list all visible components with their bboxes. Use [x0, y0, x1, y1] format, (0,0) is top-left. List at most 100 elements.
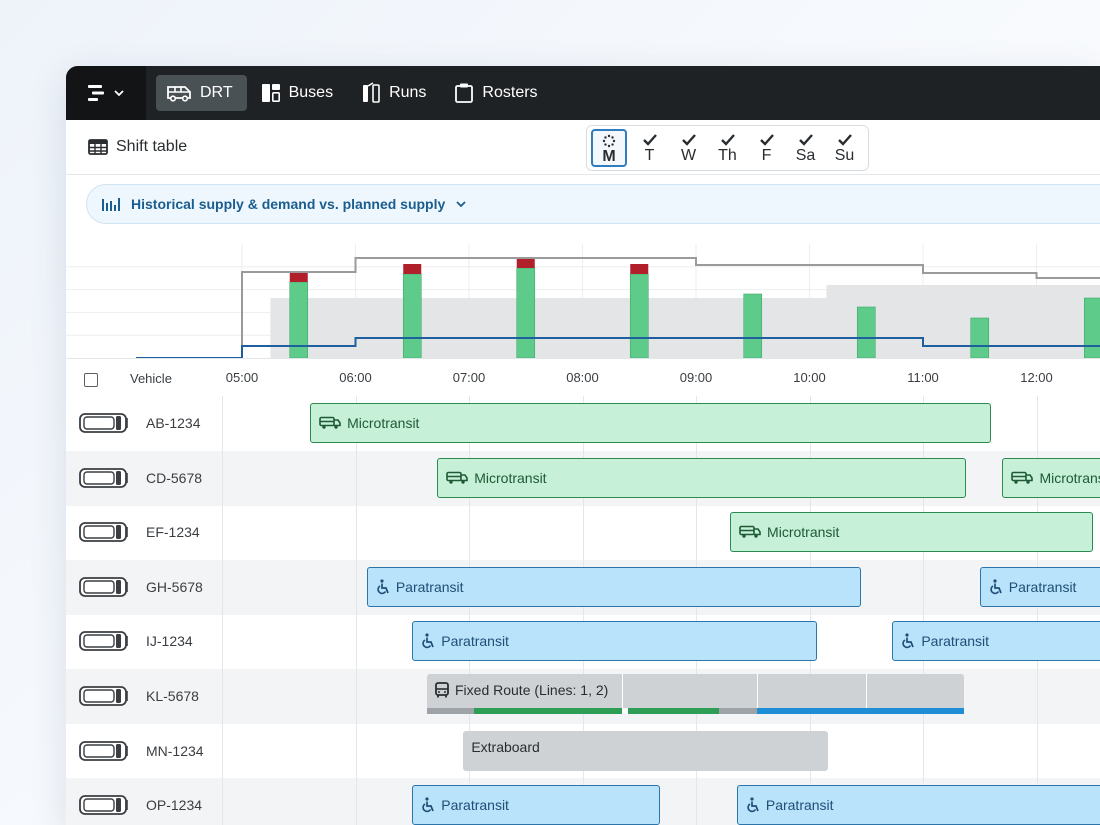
grid-line	[355, 450, 357, 506]
wheelchair-icon	[421, 633, 435, 649]
shift-label: Extraboard	[471, 738, 540, 755]
route-segment	[427, 708, 474, 714]
check-icon	[681, 133, 696, 146]
van-icon	[319, 416, 341, 430]
day-su[interactable]: Su	[825, 129, 864, 167]
grid-line	[355, 723, 357, 779]
vehicle-icon	[78, 794, 130, 821]
vehicle-plate: IJ-1234	[146, 633, 193, 650]
extraboard-shift[interactable]: Extraboard	[463, 730, 828, 771]
blocks-icon	[261, 84, 280, 102]
shift-label: Paratransit	[765, 797, 834, 814]
tab-runs-label: Runs	[389, 84, 427, 101]
bar-chart-icon	[102, 198, 120, 211]
time-tick: 12:00	[1020, 370, 1053, 385]
vehicle-plate: GH-5678	[146, 578, 203, 595]
van-icon	[739, 525, 761, 539]
paratransit-shift[interactable]: Paratransit	[979, 566, 1100, 607]
vehicle-plate: OP-1234	[146, 797, 203, 814]
vehicle-plate: EF-1234	[146, 524, 200, 541]
spinner-icon	[602, 134, 616, 148]
shift-label: Paratransit	[921, 633, 990, 650]
sub-header: Shift table M T W Th F Sa Su	[66, 120, 1100, 175]
shift-label: Paratransit	[395, 578, 464, 595]
timeline-header: Vehicle 05:00 06:00 07:00 08:00 09:00 10:00 11…	[66, 358, 1100, 396]
paratransit-shift[interactable]: Paratransit	[412, 621, 818, 662]
select-all-checkbox[interactable]	[84, 373, 98, 387]
paratransit-shift[interactable]: Paratransit	[892, 621, 1100, 662]
grid-line	[696, 778, 697, 825]
table-row: OP-1234 Paratransit Paratransit	[66, 778, 1100, 825]
microtransit-shift[interactable]: Microtransit	[310, 403, 992, 443]
time-tick: 11:00	[907, 370, 939, 385]
shift-table-button[interactable]: Shift table	[88, 138, 187, 156]
grid-line	[355, 559, 357, 615]
shift-label: Paratransit	[1008, 578, 1077, 595]
clipboard-icon	[455, 83, 474, 103]
vehicle-icon	[78, 630, 130, 657]
day-w[interactable]: W	[669, 129, 708, 167]
app-switcher-icon	[88, 85, 104, 101]
shift-label: Paratransit	[441, 797, 509, 814]
vehicle-cell: EF-1234	[66, 505, 223, 561]
tab-rosters[interactable]: Rosters	[444, 75, 551, 111]
tab-drt[interactable]: DRT	[156, 75, 247, 111]
top-nav: DRT Buses Runs Rosters	[66, 66, 1100, 120]
day-selector: M T W Th F Sa Su	[586, 125, 869, 171]
day-th[interactable]: Th	[708, 129, 747, 167]
check-icon	[837, 133, 852, 146]
check-icon	[759, 133, 774, 146]
chart-selector[interactable]: Historical supply & demand vs. planned s…	[86, 184, 1100, 224]
shift-label: Microtransit	[1039, 469, 1100, 486]
shift-table-label: Shift table	[116, 138, 188, 155]
paratransit-shift[interactable]: Paratransit	[366, 566, 861, 607]
grid-line	[1036, 669, 1038, 724]
paratransit-shift[interactable]: Paratransit	[412, 785, 660, 825]
day-label: Su	[834, 147, 855, 164]
grid-line	[355, 669, 357, 724]
day-t[interactable]: T	[630, 129, 669, 167]
tab-runs[interactable]: Runs	[351, 75, 440, 111]
day-f[interactable]: F	[747, 129, 786, 167]
paratransit-shift[interactable]: Paratransit	[736, 785, 1100, 825]
van-icon	[446, 471, 469, 485]
vehicle-column-header: Vehicle	[130, 371, 172, 386]
served-bar	[629, 273, 649, 358]
runs-icon	[363, 82, 380, 103]
historical-supply-line	[241, 257, 1100, 358]
table-row: IJ-1234 Paratransit Paratransit	[66, 614, 1100, 670]
route-segment	[622, 708, 628, 714]
bus-icon	[435, 682, 449, 698]
fixed-route-shift[interactable]: Fixed Route (Lines: 1, 2)	[427, 674, 964, 714]
app-menu-button[interactable]	[66, 66, 146, 120]
day-m[interactable]: M	[591, 129, 627, 167]
unserved-bar	[403, 264, 422, 274]
day-sa[interactable]: Sa	[786, 129, 825, 167]
table-row: AB-1234 Microtransit	[66, 396, 1100, 451]
microtransit-shift[interactable]: Microtransit	[730, 512, 1094, 553]
time-tick: 08:00	[566, 370, 599, 385]
tab-drt-label: DRT	[200, 84, 233, 101]
microtransit-shift[interactable]: Microtransit	[1002, 457, 1100, 498]
route-segment	[473, 708, 623, 714]
tab-buses[interactable]: Buses	[251, 75, 347, 111]
grid-line	[355, 505, 357, 561]
vehicle-cell: KL-5678	[66, 669, 223, 724]
app-window: DRT Buses Runs Rosters	[66, 66, 1100, 825]
table-icon	[88, 139, 108, 155]
planned-supply-line	[136, 337, 1100, 358]
day-label: W	[680, 147, 697, 164]
check-icon	[798, 133, 813, 146]
table-row: KL-5678 Fixed Route (Lines: 1, 2)	[66, 669, 1100, 724]
grid-line	[355, 614, 357, 670]
segment-divider	[866, 674, 868, 708]
day-label: M	[602, 148, 616, 165]
wheelchair-icon	[421, 797, 435, 813]
microtransit-shift[interactable]: Microtransit	[437, 457, 967, 498]
segment-divider	[622, 674, 624, 708]
vehicle-icon	[78, 521, 130, 548]
van-icon	[167, 86, 191, 102]
chevron-down-icon	[456, 201, 466, 208]
grid-line	[696, 505, 697, 561]
route-segment	[718, 708, 758, 714]
